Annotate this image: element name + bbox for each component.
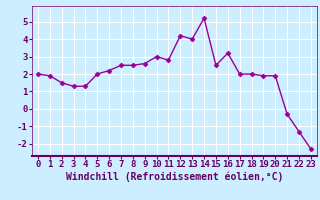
X-axis label: Windchill (Refroidissement éolien,°C): Windchill (Refroidissement éolien,°C) [66,172,283,182]
